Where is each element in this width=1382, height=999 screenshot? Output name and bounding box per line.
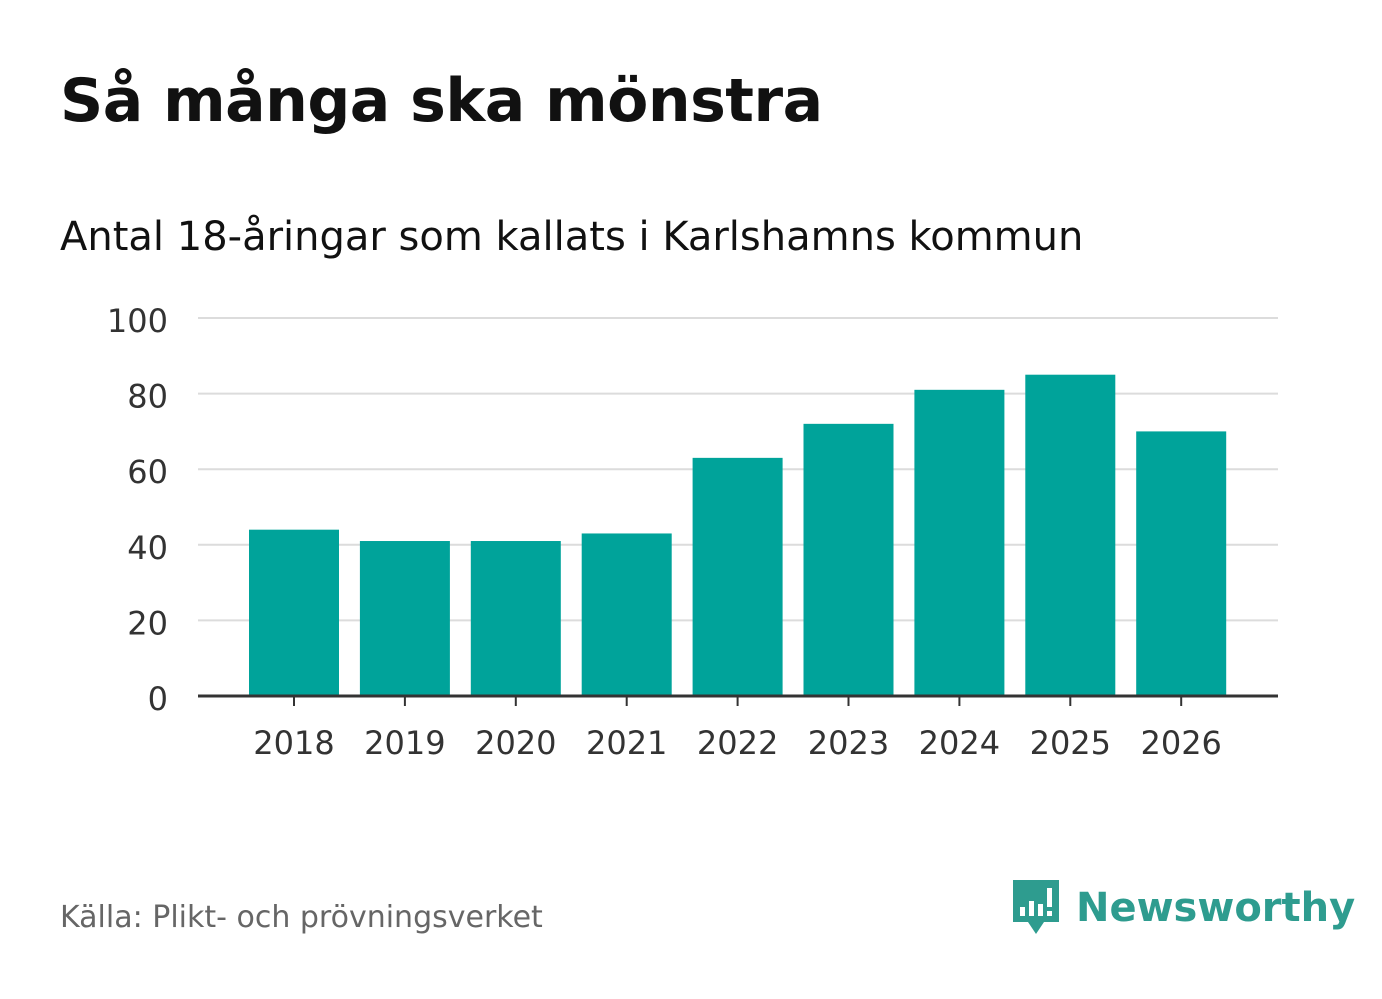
x-tick-label: 2021 (586, 724, 667, 762)
y-tick-label: 0 (148, 680, 168, 718)
chart-title: Så många ska mönstra (60, 66, 823, 136)
bar (1136, 431, 1227, 696)
bar (249, 529, 339, 696)
x-tick-label: 2024 (919, 724, 1000, 762)
source-text: Källa: Plikt- och prövningsverket (60, 900, 543, 935)
newsworthy-logo-icon (1013, 880, 1059, 934)
x-tick-label: 2022 (697, 724, 778, 762)
brand-logo: Newsworthy (1010, 876, 1355, 940)
y-tick-label: 100 (107, 302, 168, 340)
bar (359, 541, 450, 696)
bar-chart: 0 20 40 60 80 100 2018 2019 2020 2021 2022 2023 2024… (107, 302, 1278, 762)
x-tick-label: 2023 (808, 724, 889, 762)
x-tick-label: 2020 (475, 724, 556, 762)
x-tick-label: 2019 (364, 724, 445, 762)
bar (1025, 374, 1116, 696)
y-tick-label: 40 (127, 529, 168, 567)
bar (914, 389, 1005, 696)
bar (470, 541, 561, 696)
x-tick-label: 2025 (1030, 724, 1111, 762)
y-tick-label: 80 (127, 378, 168, 416)
y-tick-label: 20 (127, 604, 168, 642)
chart-subtitle: Antal 18-åringar som kallats i Karlshamn… (60, 214, 1084, 260)
bar (581, 533, 672, 696)
bar (692, 457, 783, 696)
x-tick-label: 2018 (253, 724, 334, 762)
y-tick-label: 60 (127, 453, 168, 491)
x-tick-label: 2026 (1140, 724, 1221, 762)
brand-name: Newsworthy (1076, 885, 1356, 931)
bar (803, 423, 894, 696)
